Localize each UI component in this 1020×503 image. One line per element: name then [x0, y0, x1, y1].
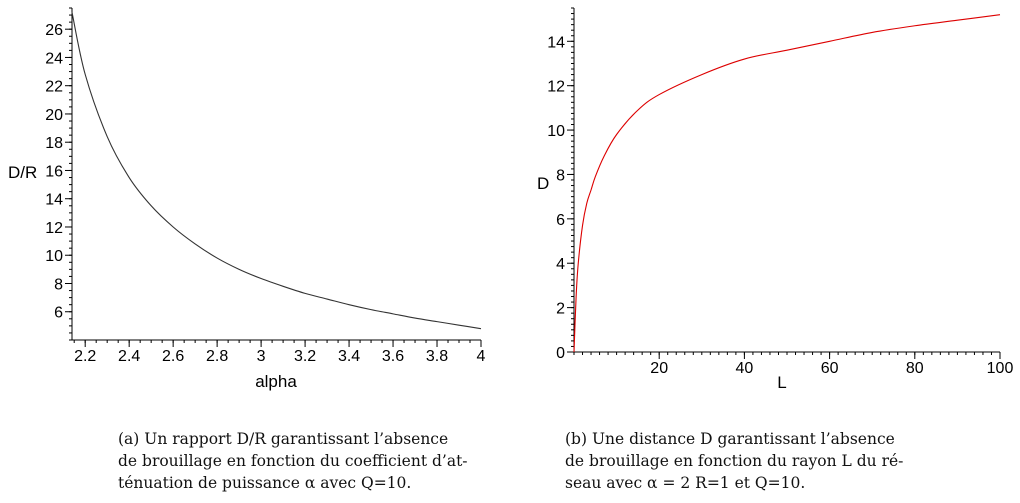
y-tick-label: 10 — [45, 248, 63, 265]
chart-b: 20 40 60 80 100 0 2 4 6 8 10 12 14 L D — [537, 7, 1014, 392]
y-tick-label: 6 — [54, 305, 63, 322]
x-tick-label: 40 — [736, 360, 754, 377]
y-axis-label: D — [537, 174, 549, 193]
x-axis-label: alpha — [255, 372, 297, 391]
x-tick-label: 3.4 — [338, 348, 360, 365]
y-tick-label: 26 — [45, 22, 63, 39]
x-tick-label: 20 — [650, 360, 668, 377]
y-tick-label: 18 — [45, 135, 63, 152]
y-tick-label: 14 — [547, 34, 565, 51]
caption-a: (a) Un rapport D/R garantissant l’absenc… — [118, 428, 468, 494]
y-axis-label: D/R — [8, 163, 37, 182]
series-line — [573, 14, 1001, 353]
y-tick-label: 16 — [45, 163, 63, 180]
x-tick-label: 100 — [987, 360, 1014, 377]
caption-b-line-3: seau avec α = 2 R=1 et Q=10. — [565, 474, 806, 492]
chart-a: 2.2 2.4 2.6 2.8 3 3.2 3.4 3.6 3.8 4 6 8 10 12 14 16 18 20… — [8, 7, 486, 391]
x-tick-label: 60 — [821, 360, 839, 377]
y-tick-label: 10 — [547, 123, 565, 140]
series-line — [71, 12, 482, 330]
x-tick-label: 3.6 — [382, 348, 404, 365]
x-tick-label: 4 — [477, 348, 486, 365]
y-tick-label: 20 — [45, 107, 63, 124]
caption-a-line-2: de brouillage en fonction du coefficient… — [118, 452, 468, 470]
caption-a-line-1: (a) Un rapport D/R garantissant l’absenc… — [118, 430, 449, 448]
y-tick-label: 0 — [556, 345, 565, 362]
x-tick-label: 2.8 — [206, 348, 228, 365]
x-tick-label: 3 — [257, 348, 266, 365]
y-tick-label: 12 — [45, 220, 63, 237]
x-tick-label: 80 — [906, 360, 924, 377]
x-tick-label: 2.2 — [74, 348, 96, 365]
x-tick-label: 2.4 — [118, 348, 140, 365]
caption-b: (b) Une distance D garantissant l’absenc… — [565, 428, 903, 494]
caption-b-line-1: (b) Une distance D garantissant l’absenc… — [565, 430, 895, 448]
y-tick-label: 22 — [45, 79, 63, 96]
y-tick-label: 4 — [556, 256, 565, 273]
caption-b-line-2: de brouillage en fonction du rayon L du … — [565, 452, 904, 470]
y-tick-label: 8 — [556, 167, 565, 184]
y-tick-label: 2 — [556, 301, 565, 318]
y-tick-label: 24 — [45, 50, 63, 67]
x-tick-label: 3.2 — [294, 348, 316, 365]
y-tick-label: 8 — [54, 276, 63, 293]
caption-a-line-3: ténuation de puissance α avec Q=10. — [118, 474, 412, 492]
y-tick-label: 6 — [556, 212, 565, 229]
x-tick-label: 2.6 — [162, 348, 184, 365]
y-tick-label: 14 — [45, 192, 63, 209]
x-axis-label: L — [777, 373, 786, 392]
x-tick-label: 3.8 — [426, 348, 448, 365]
y-tick-label: 12 — [547, 79, 565, 96]
